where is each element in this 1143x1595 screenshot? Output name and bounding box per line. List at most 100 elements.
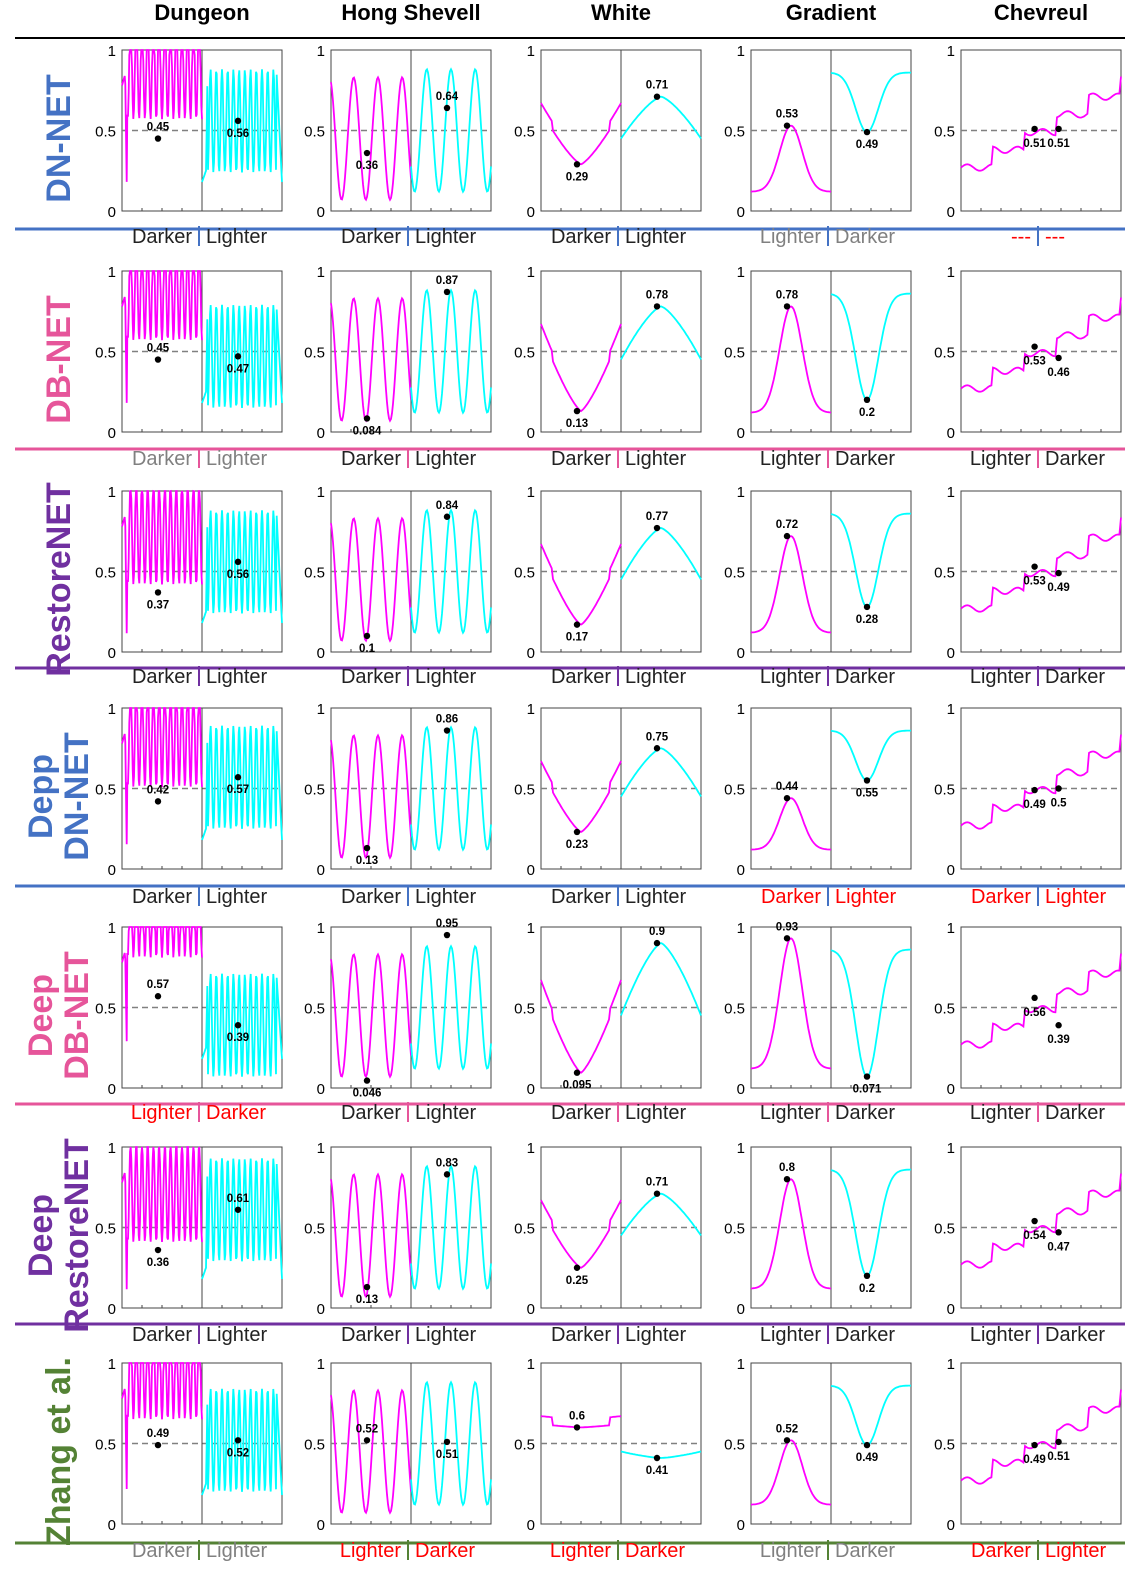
- y-tick-label: 0.5: [934, 565, 955, 582]
- y-tick-label: 0.5: [514, 565, 535, 582]
- probe-point: [1055, 785, 1062, 792]
- probe-point: [1055, 1438, 1062, 1446]
- y-tick-label: 0.5: [304, 1437, 325, 1454]
- probe-value-label: 0.47: [1047, 1241, 1069, 1253]
- probe-value-label: 0.52: [356, 1423, 378, 1435]
- y-tick-label: 0.5: [724, 1221, 745, 1238]
- verdict-right: Lighter: [206, 1540, 267, 1562]
- probe-value-label: 0.9: [649, 926, 665, 938]
- probe-value-label: 0.53: [1023, 576, 1045, 588]
- probe-value-label: 0.77: [646, 511, 668, 523]
- y-tick-label: 0.5: [95, 565, 116, 582]
- probe-value-label: 0.71: [646, 80, 669, 92]
- y-tick-label: 0.5: [95, 1221, 116, 1238]
- left-signal-line: [121, 1146, 203, 1290]
- probe-value-label: 0.78: [646, 289, 669, 301]
- y-tick-label: 0.5: [304, 565, 325, 582]
- right-signal-line: [830, 1384, 911, 1447]
- row-label-text: Deep: [22, 974, 60, 1057]
- y-tick-label: 1: [947, 701, 955, 718]
- probe-value-label: 0.55: [856, 787, 879, 799]
- left-signal-line: [121, 489, 203, 634]
- plot-panel: 0 0.5 1 0.095 0.9: [514, 920, 702, 1098]
- verdict-left: Lighter: [970, 666, 1031, 688]
- right-signal-line: [201, 1158, 283, 1280]
- plot-panel: 0 0.5 1 0.72 0.28: [724, 484, 912, 662]
- verdict-left: Darker: [551, 886, 611, 908]
- verdict-right: Darker: [1045, 1324, 1105, 1346]
- verdict-right: Darker: [415, 1540, 475, 1562]
- y-tick-label: 0: [737, 862, 745, 879]
- plot-panel: 0 0.5 1 0.13 0.86: [304, 701, 492, 879]
- verdict-right: Lighter: [206, 226, 267, 248]
- probe-point: [863, 1272, 871, 1280]
- probe-point: [1031, 125, 1038, 133]
- y-tick-label: 0.5: [514, 1437, 535, 1454]
- y-tick-label: 0.5: [724, 124, 745, 141]
- left-signal-line: [330, 1172, 412, 1299]
- y-tick-label: 0: [527, 1081, 535, 1098]
- y-tick-label: 1: [737, 264, 745, 281]
- verdict-left: Lighter: [760, 1102, 821, 1124]
- verdict-left: Darker: [341, 226, 401, 248]
- probe-point: [1055, 125, 1062, 133]
- plot-panel: 0 0.5 1 0.36 0.64: [304, 43, 492, 221]
- y-tick-label: 1: [108, 264, 116, 281]
- y-tick-label: 1: [737, 701, 745, 718]
- plot-panel: 0 0.5 1 0.78 0.2: [724, 264, 912, 442]
- probe-point: [653, 745, 661, 752]
- y-tick-label: 0.5: [95, 345, 116, 362]
- y-tick-label: 1: [317, 701, 325, 718]
- staircase-signal-line: [960, 517, 1122, 613]
- row-label: Zhang et al.: [40, 1357, 78, 1546]
- y-tick-label: 0: [737, 1301, 745, 1318]
- probe-value-label: 0.52: [776, 1423, 798, 1435]
- probe-point: [443, 288, 451, 296]
- right-signal-line: [410, 944, 492, 1071]
- plot-panel: 0 0.5 1 0.49 0.5: [934, 701, 1122, 879]
- y-tick-label: 1: [947, 1140, 955, 1157]
- probe-value-label: 0.49: [147, 1428, 169, 1440]
- y-tick-label: 0: [527, 204, 535, 221]
- y-tick-label: 1: [737, 920, 745, 937]
- y-tick-label: 0: [527, 425, 535, 442]
- left-signal-line: [330, 733, 412, 860]
- left-signal-line: [330, 952, 412, 1079]
- plot-panel: 0 0.5 1 0.56 0.39: [934, 920, 1122, 1098]
- plot-panel: 0 0.5 1 0.1 0.84: [304, 484, 492, 662]
- right-signal-line: [201, 69, 283, 183]
- y-tick-label: 0: [737, 425, 745, 442]
- probe-value-label: 0.52: [227, 1447, 249, 1459]
- y-tick-label: 0.5: [95, 1437, 116, 1454]
- left-signal-line: [540, 1199, 622, 1269]
- y-tick-label: 1: [527, 43, 535, 60]
- probe-point: [573, 828, 581, 836]
- probe-value-label: 0.56: [227, 569, 249, 581]
- verdict-left: ---: [1011, 226, 1031, 248]
- probe-value-label: 0.78: [776, 289, 799, 301]
- y-tick-label: 1: [317, 1140, 325, 1157]
- probe-point: [234, 558, 242, 566]
- left-signal-line: [330, 1388, 412, 1515]
- probe-value-label: 0.071: [853, 1084, 882, 1096]
- y-tick-label: 0.5: [934, 1437, 955, 1454]
- left-signal-line: [121, 926, 203, 1042]
- verdict-right: Darker: [835, 1324, 895, 1346]
- verdict-right: Lighter: [625, 1102, 686, 1124]
- plot-panel: 0 0.5 1 0.44 0.55: [724, 701, 912, 879]
- y-tick-label: 0: [737, 1081, 745, 1098]
- probe-point: [783, 935, 791, 942]
- probe-value-label: 0.39: [1047, 1034, 1069, 1046]
- probe-point: [1055, 1022, 1062, 1029]
- y-tick-label: 0: [317, 862, 325, 879]
- verdict-right: Lighter: [415, 448, 476, 470]
- verdict-left: Darker: [132, 1540, 192, 1562]
- verdict-left: Darker: [971, 886, 1031, 908]
- y-tick-label: 1: [947, 264, 955, 281]
- y-tick-label: 0: [108, 862, 116, 879]
- y-tick-label: 0.5: [304, 124, 325, 141]
- right-signal-line: [410, 1164, 492, 1291]
- verdict-left: Lighter: [970, 448, 1031, 470]
- plot-panel: 0 0.5 1 0.53 0.49: [724, 43, 912, 221]
- verdict-left: Darker: [132, 1324, 192, 1346]
